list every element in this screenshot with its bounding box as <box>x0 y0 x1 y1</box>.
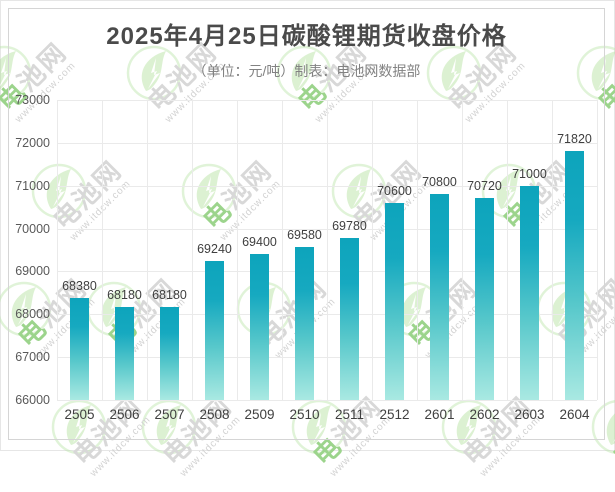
bar <box>115 307 134 400</box>
bar <box>475 198 494 400</box>
v-gridline <box>192 100 193 400</box>
y-axis-tick-label: 71000 <box>15 179 50 193</box>
x-axis-tick-label: 2505 <box>64 407 95 422</box>
bar-value-label: 68180 <box>152 288 187 302</box>
chart-title: 2025年4月25日碳酸锂期货收盘价格 <box>106 23 507 50</box>
v-gridline <box>552 100 553 400</box>
h-gridline <box>57 400 597 401</box>
v-gridline <box>372 100 373 400</box>
v-gridline <box>597 100 598 400</box>
bar-value-label: 70800 <box>422 175 457 189</box>
y-axis-tick-label: 70000 <box>15 222 50 236</box>
bar <box>385 203 404 400</box>
chart-subtitle: （单位：元/吨）制表：电池网数据部 <box>192 63 421 79</box>
bar-value-label: 69400 <box>242 235 277 249</box>
bar-value-label: 68180 <box>107 288 142 302</box>
bar <box>70 298 89 400</box>
v-gridline <box>57 100 58 400</box>
x-axis-tick-label: 2512 <box>379 407 410 422</box>
y-axis-tick-label: 67000 <box>15 350 50 364</box>
bar-value-label: 71000 <box>512 167 547 181</box>
bar-value-label: 71820 <box>557 132 592 146</box>
chart-frame <box>8 8 605 440</box>
v-gridline <box>237 100 238 400</box>
v-gridline <box>462 100 463 400</box>
bar-value-label: 70600 <box>377 184 412 198</box>
x-axis-tick-label: 2601 <box>424 407 455 422</box>
bar <box>340 238 359 400</box>
x-axis-tick-label: 2604 <box>559 407 590 422</box>
bar-value-label: 69240 <box>197 242 232 256</box>
y-axis-tick-label: 69000 <box>15 264 50 278</box>
watermark-brand-text: 电池网 <box>607 392 615 471</box>
x-axis-tick-label: 2603 <box>514 407 545 422</box>
bar <box>430 194 449 400</box>
y-axis-tick-label: 72000 <box>15 136 50 150</box>
x-axis-tick-label: 2510 <box>289 407 320 422</box>
bar-value-label: 69580 <box>287 228 322 242</box>
x-axis-tick-label: 2509 <box>244 407 275 422</box>
bar <box>295 247 314 400</box>
v-gridline <box>282 100 283 400</box>
bar <box>250 254 269 400</box>
bar <box>520 186 539 400</box>
bar-value-label: 70720 <box>467 179 502 193</box>
y-axis-tick-label: 68000 <box>15 307 50 321</box>
v-gridline <box>147 100 148 400</box>
x-axis-tick-label: 2507 <box>154 407 185 422</box>
y-axis-tick-label: 66000 <box>15 393 50 407</box>
x-axis-tick-label: 2511 <box>334 407 365 422</box>
y-axis-tick-label: 73000 <box>15 93 50 107</box>
v-gridline <box>417 100 418 400</box>
v-gridline <box>102 100 103 400</box>
bar <box>205 261 224 400</box>
x-axis-tick-label: 2506 <box>109 407 140 422</box>
bar <box>160 307 179 400</box>
x-axis-tick-label: 2508 <box>199 407 230 422</box>
x-axis-tick-label: 2602 <box>469 407 500 422</box>
v-gridline <box>327 100 328 400</box>
bar-value-label: 69780 <box>332 219 367 233</box>
bar-value-label: 68380 <box>62 279 97 293</box>
v-gridline <box>507 100 508 400</box>
bar <box>565 151 584 400</box>
